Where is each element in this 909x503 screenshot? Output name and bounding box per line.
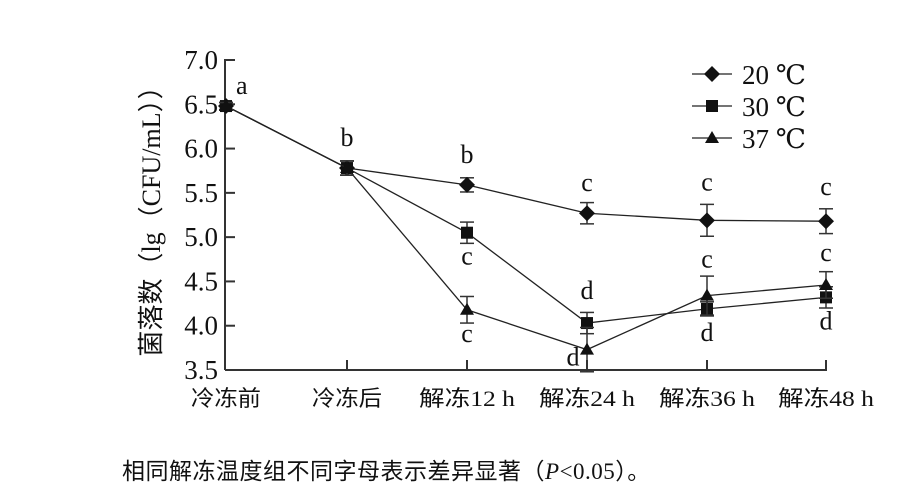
significance-letter: c xyxy=(461,319,473,348)
significance-letter: c xyxy=(461,242,473,271)
significance-letter: d xyxy=(701,318,714,347)
caption-text-after: <0.05）。 xyxy=(559,459,651,484)
significance-letter: d xyxy=(581,276,594,305)
triangle-marker xyxy=(700,288,714,301)
y-tick-label: 4.5 xyxy=(184,266,218,296)
caption-text-before: 相同解冻温度组不同字母表示差异显著（ xyxy=(122,459,545,484)
y-tick-label: 5.5 xyxy=(184,178,218,208)
y-tick-label: 5.0 xyxy=(184,222,218,252)
legend-label: 20 ℃ xyxy=(742,60,806,90)
diamond-marker xyxy=(579,205,595,222)
y-tick-label: 6.5 xyxy=(184,89,218,119)
figure-caption: 相同解冻温度组不同字母表示差异显著（P<0.05）。 xyxy=(122,452,651,486)
y-axis-label: 菌落数（lg（CFU/mL）） xyxy=(137,73,166,356)
series-line-diamond xyxy=(225,105,827,222)
x-tick-label: 冷冻前 xyxy=(191,386,261,411)
significance-letter: d xyxy=(567,343,580,372)
square-marker xyxy=(461,226,473,239)
x-tick-label: 解冻24 h xyxy=(539,386,635,411)
significance-letter: c xyxy=(701,245,713,274)
series-line-triangle xyxy=(225,105,827,351)
significance-letter: d xyxy=(820,306,833,335)
legend-square-icon xyxy=(706,100,718,112)
x-tick-label: 解冻12 h xyxy=(419,386,515,411)
triangle-marker xyxy=(580,342,594,355)
diamond-marker xyxy=(459,176,475,193)
triangle-marker xyxy=(219,99,233,112)
caption-p-symbol: P xyxy=(545,459,560,484)
y-tick-label: 3.5 xyxy=(184,355,218,385)
triangle-marker xyxy=(460,302,474,315)
x-tick-label: 解冻48 h xyxy=(778,386,874,411)
legend-label: 37 ℃ xyxy=(742,124,806,154)
legend-diamond-icon xyxy=(704,66,720,82)
significance-letter: c xyxy=(820,238,832,267)
significance-letter: c xyxy=(581,168,593,197)
diamond-marker xyxy=(699,212,715,229)
triangle-marker xyxy=(340,161,354,174)
y-tick-label: 7.0 xyxy=(184,45,218,75)
series-line-square xyxy=(225,105,827,324)
significance-letter: b xyxy=(461,140,474,169)
diamond-marker xyxy=(818,213,834,230)
significance-letter: b xyxy=(341,123,354,152)
line-chart: 3.5 4.0 4.5 5.0 5.5 6.0 6.5 7.0 冷冻前 冷冻后 解冻12 h 解冻24… xyxy=(137,45,874,411)
significance-letter: c xyxy=(701,167,713,196)
y-tick-label: 6.0 xyxy=(184,134,218,164)
triangle-marker xyxy=(819,277,833,290)
legend-label: 30 ℃ xyxy=(742,92,806,122)
significance-letter: c xyxy=(820,172,832,201)
square-marker xyxy=(581,317,593,330)
x-tick-label: 冷冻后 xyxy=(312,386,382,411)
x-tick-label: 解冻36 h xyxy=(659,386,755,411)
legend-triangle-icon xyxy=(705,131,719,143)
y-tick-label: 4.0 xyxy=(184,311,218,341)
significance-letter: a xyxy=(236,71,248,100)
